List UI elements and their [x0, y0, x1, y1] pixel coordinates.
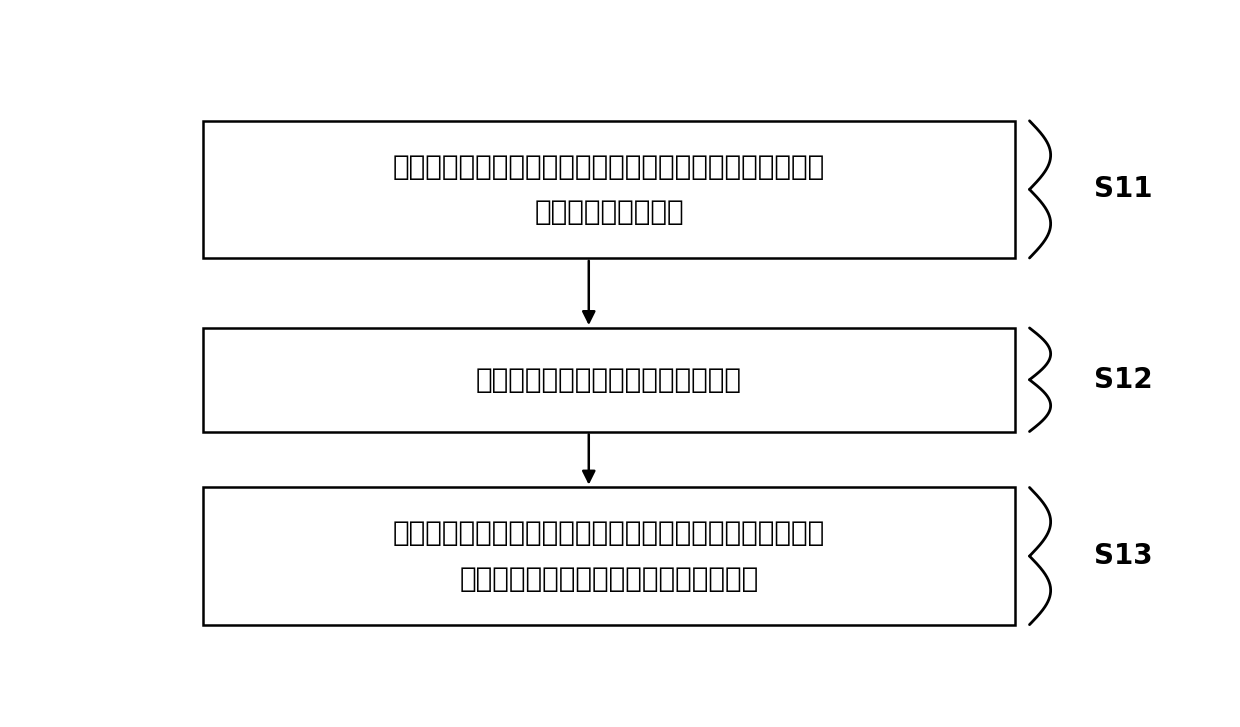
Bar: [203, 121, 1016, 258]
Text: 确定诊断图像的扫描范围，将诊断图像扫描范围内的断层图
像作为目标部位多个体层对应的断层图像: 确定诊断图像的扫描范围，将诊断图像扫描范围内的断层图 像作为目标部位多个体层对应…: [393, 519, 825, 593]
Text: 对扫描数据进行重建，生成断层图像: 对扫描数据进行重建，生成断层图像: [476, 366, 742, 394]
Text: S12: S12: [1094, 366, 1152, 394]
Text: 基于预设定位剂量率，对待测者的目标部位进行螺旋定位扫
描，以获取扫描数据: 基于预设定位剂量率，对待测者的目标部位进行螺旋定位扫 描，以获取扫描数据: [393, 153, 825, 226]
Text: S13: S13: [1094, 542, 1152, 570]
Text: S11: S11: [1094, 175, 1152, 204]
Bar: [203, 328, 1016, 432]
Bar: [203, 488, 1016, 624]
